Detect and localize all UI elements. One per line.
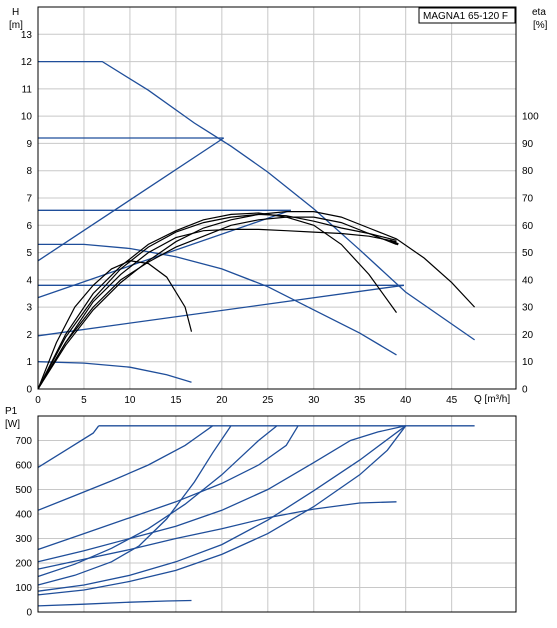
- efficiency-curve: [37, 216, 397, 390]
- x-tick-label: 15: [170, 395, 182, 406]
- head-tick-label: 2: [26, 330, 32, 341]
- head-tick-label: 6: [26, 221, 32, 232]
- power-curve-power: [37, 599, 192, 607]
- power-tick-label: 200: [15, 559, 32, 570]
- axis-ticks: 0 5 10 15 20 25 30 35 40 450123456789101112130102…: [15, 30, 539, 619]
- power-tick-label: 400: [15, 510, 32, 521]
- head-tick-label: 12: [21, 57, 33, 68]
- head-tick-label: 4: [26, 275, 32, 286]
- head-tick-label: 5: [26, 248, 32, 259]
- power-chart-frame: [37, 415, 517, 613]
- model-title-box: [418, 7, 516, 24]
- head-axis-unit: [m]: [9, 20, 23, 31]
- power-chart-grid: [38, 416, 516, 612]
- head-chart-series: [37, 60, 476, 390]
- head-curve-proportional-pressure: [37, 284, 404, 337]
- power-tick-label: 0: [26, 608, 32, 619]
- power-tick-label: 700: [15, 436, 32, 447]
- power-curve-power: [37, 425, 407, 592]
- head-curve-constant-curve: [38, 243, 397, 356]
- x-tick-label: 45: [446, 395, 458, 406]
- head-curve-constant-curve: [37, 361, 192, 383]
- head-tick-label: 1: [26, 357, 32, 368]
- x-tick-label: 10: [124, 395, 136, 406]
- power-curve-power: [37, 501, 397, 570]
- power-axis-label: P1: [5, 406, 18, 417]
- head-chart-frame: [37, 6, 517, 390]
- head-tick-label: 9: [26, 139, 32, 150]
- efficiency-curve: [37, 260, 193, 390]
- power-axis-unit: [W]: [5, 419, 20, 430]
- eta-tick-label: 40: [522, 275, 534, 286]
- eta-tick-label: 80: [522, 166, 534, 177]
- head-axis-label: H: [12, 7, 19, 18]
- efficiency-curve: [37, 212, 397, 390]
- eta-tick-label: 20: [522, 330, 534, 341]
- eta-tick-label: 50: [522, 248, 534, 259]
- power-curve-power: [37, 425, 278, 578]
- head-tick-label: 7: [26, 194, 32, 205]
- x-tick-label: 25: [262, 395, 274, 406]
- power-curve-power: [37, 425, 214, 511]
- x-tick-label: 5: [81, 395, 87, 406]
- eta-axis-label: eta: [532, 7, 546, 18]
- efficiency-curve: [37, 211, 476, 390]
- efficiency-curve-marker: [389, 239, 399, 246]
- head-tick-label: 10: [21, 112, 33, 123]
- head-tick-label: 13: [21, 30, 33, 41]
- power-tick-label: 300: [15, 534, 32, 545]
- x-tick-label: 35: [354, 395, 366, 406]
- power-curve-power: [37, 425, 232, 586]
- head-tick-label: 0: [26, 385, 32, 396]
- eta-tick-label: 0: [522, 385, 528, 396]
- x-tick-label: 40: [400, 395, 412, 406]
- eta-tick-label: 90: [522, 139, 534, 150]
- x-tick-label: 20: [216, 395, 228, 406]
- power-tick-label: 600: [15, 461, 32, 472]
- head-tick-label: 8: [26, 166, 32, 177]
- power-curve-power: [37, 425, 406, 563]
- head-tick-label: 11: [22, 84, 33, 95]
- eta-tick-label: 100: [522, 112, 539, 123]
- model-title: MAGNA1 65-120 F: [423, 11, 508, 22]
- head-curve-proportional-pressure: [37, 137, 225, 262]
- power-tick-label: 500: [15, 485, 32, 496]
- head-tick-label: 3: [26, 303, 32, 314]
- eta-tick-label: 10: [522, 357, 534, 368]
- power-curve-power: [37, 425, 100, 468]
- head-chart-grid: [38, 7, 516, 389]
- power-curve-power: [37, 425, 407, 596]
- eta-tick-label: 70: [522, 194, 534, 205]
- power-curve-power: [37, 425, 299, 551]
- eta-tick-label: 60: [522, 221, 534, 232]
- efficiency-curve: [37, 213, 397, 390]
- power-chart-series: [37, 425, 475, 607]
- flow-axis-label: Q [m³/h]: [474, 394, 510, 405]
- x-tick-label: 30: [308, 395, 320, 406]
- x-tick-label: 0: [35, 395, 41, 406]
- eta-tick-label: 30: [522, 303, 534, 314]
- efficiency-curve: [37, 228, 397, 390]
- power-tick-label: 100: [15, 583, 32, 594]
- eta-axis-unit: [%]: [533, 20, 548, 31]
- head-curve-max-curve: [38, 60, 475, 341]
